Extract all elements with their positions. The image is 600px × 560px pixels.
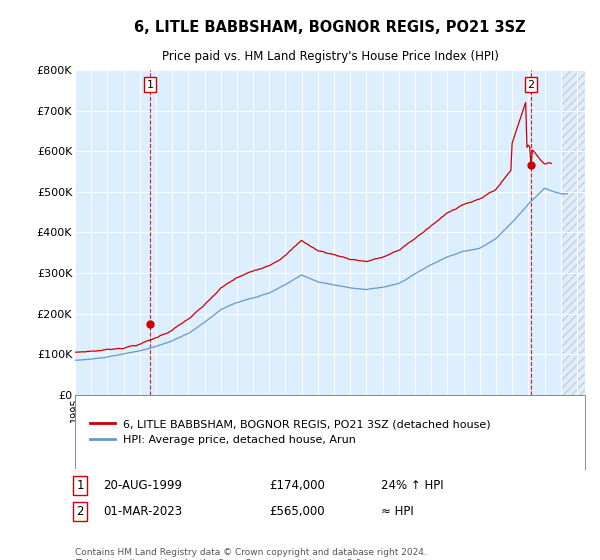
Legend: 6, LITLE BABBSHAM, BOGNOR REGIS, PO21 3SZ (detached house), HPI: Average price, : 6, LITLE BABBSHAM, BOGNOR REGIS, PO21 3S…: [86, 415, 496, 449]
Text: Price paid vs. HM Land Registry's House Price Index (HPI): Price paid vs. HM Land Registry's House …: [161, 50, 499, 63]
Text: 20-AUG-1999: 20-AUG-1999: [103, 479, 182, 492]
Text: 1: 1: [146, 80, 154, 90]
Text: Contains HM Land Registry data © Crown copyright and database right 2024.
This d: Contains HM Land Registry data © Crown c…: [75, 548, 427, 560]
Text: 2: 2: [527, 80, 535, 90]
Text: 01-MAR-2023: 01-MAR-2023: [103, 505, 182, 518]
Text: £565,000: £565,000: [269, 505, 325, 518]
Text: £174,000: £174,000: [269, 479, 325, 492]
Text: 1: 1: [76, 479, 84, 492]
Text: 2: 2: [76, 505, 84, 518]
Text: 6, LITLE BABBSHAM, BOGNOR REGIS, PO21 3SZ: 6, LITLE BABBSHAM, BOGNOR REGIS, PO21 3S…: [134, 20, 526, 35]
Text: 24% ↑ HPI: 24% ↑ HPI: [381, 479, 443, 492]
Text: ≈ HPI: ≈ HPI: [381, 505, 414, 518]
